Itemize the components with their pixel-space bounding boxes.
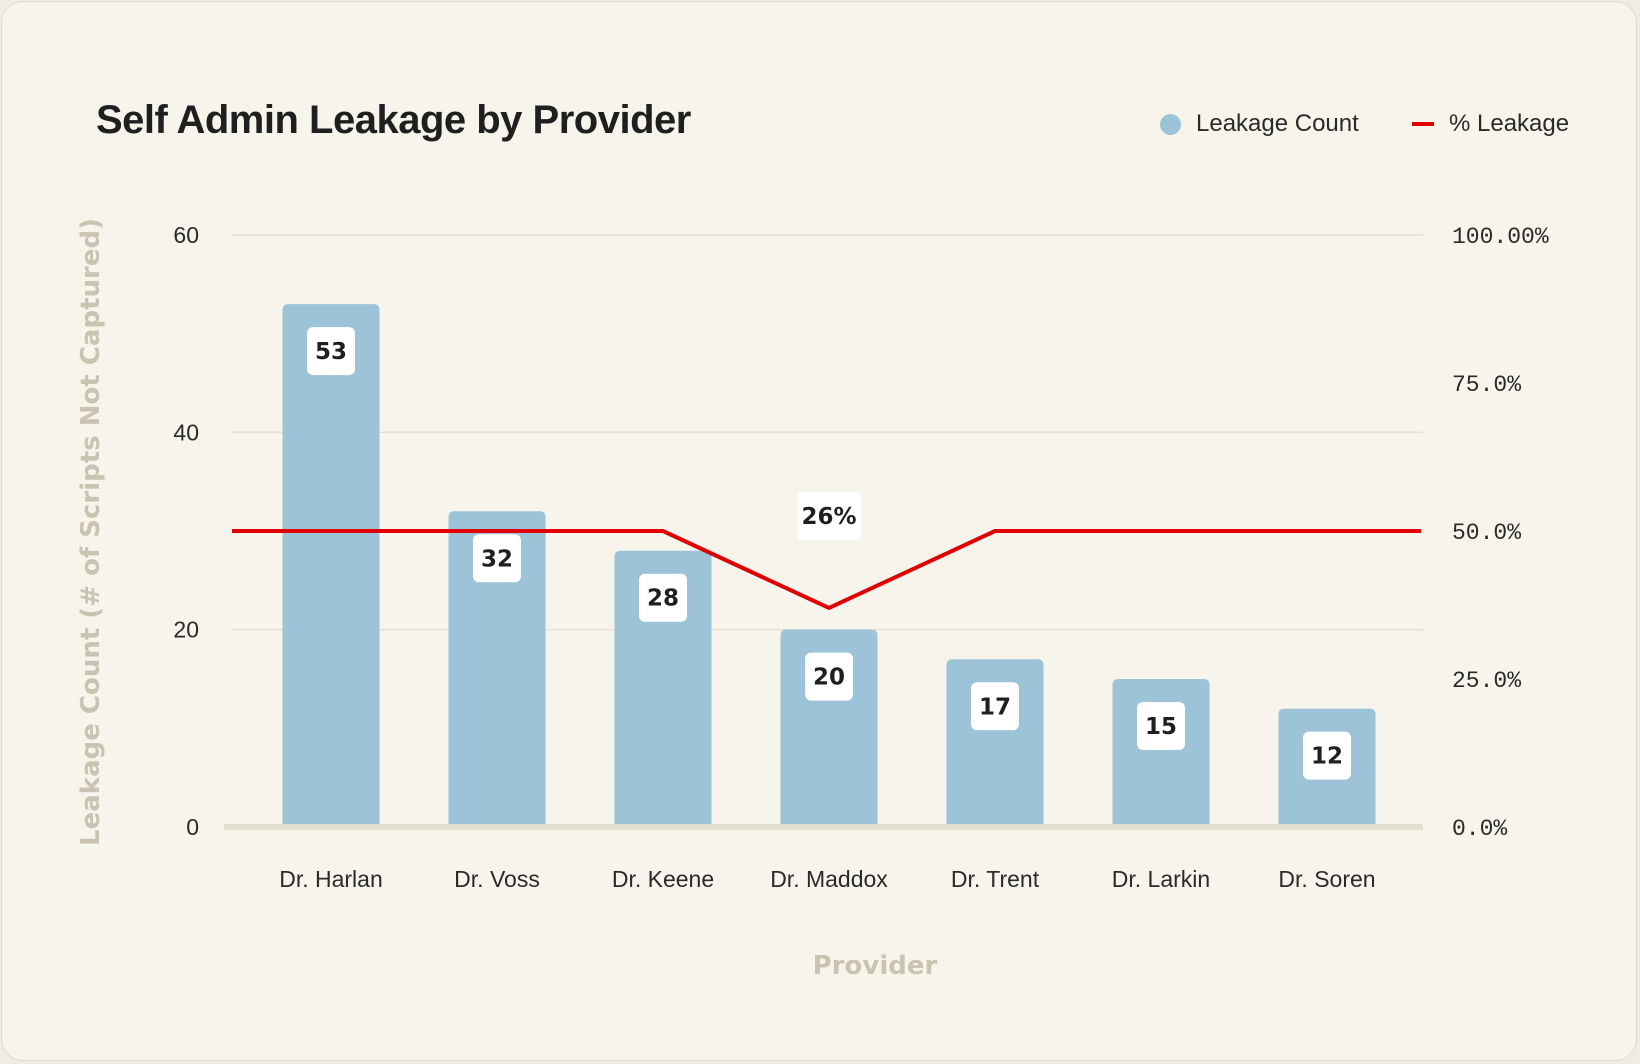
legend-item-leakage-count: Leakage Count	[1160, 110, 1359, 138]
x-tick-label: Dr. Keene	[612, 866, 714, 892]
value-label: 15	[1145, 714, 1177, 740]
bar	[780, 629, 878, 827]
x-tick-label: Dr. Larkin	[1112, 866, 1210, 892]
value-label: 32	[481, 546, 513, 572]
y-axis-title: Leakage Count (# of Scripts Not Captured…	[76, 218, 106, 846]
bar	[448, 511, 546, 827]
y2-tick-label: 25.0%	[1452, 668, 1521, 694]
y-tick-label: 0	[186, 814, 199, 840]
value-label-box	[1137, 702, 1185, 750]
percent-label-box	[797, 491, 861, 540]
x-tick-label: Dr. Trent	[951, 866, 1040, 892]
bar	[946, 659, 1044, 827]
bar	[1112, 679, 1210, 827]
y-tick-label: 40	[173, 419, 199, 445]
value-label: 12	[1311, 744, 1343, 770]
bar	[614, 550, 712, 827]
legend-label: Leakage Count	[1196, 110, 1359, 137]
x-tick-label: Dr. Soren	[1278, 866, 1375, 892]
value-label-box	[473, 534, 521, 583]
y-tick-label: 60	[173, 222, 199, 248]
y2-tick-label: 0.0%	[1452, 816, 1507, 842]
y2-tick-label: 75.0%	[1452, 372, 1521, 398]
value-label-box	[307, 327, 355, 376]
value-label: 17	[979, 694, 1011, 720]
value-label-box	[1303, 731, 1351, 780]
chart-title: Self Admin Leakage by Provider	[96, 98, 691, 142]
x-tick-label: Dr. Voss	[454, 866, 540, 892]
value-label: 28	[647, 586, 679, 612]
legend-circle-icon	[1160, 113, 1181, 135]
legend-item-percent-leakage: % Leakage	[1412, 110, 1569, 138]
percent-leakage-line	[232, 529, 1421, 611]
y2-tick-label: 100.00%	[1452, 224, 1549, 250]
bar	[282, 304, 380, 828]
percent-label: 26%	[801, 504, 856, 530]
value-label: 53	[315, 339, 347, 365]
value-label-box	[971, 682, 1019, 731]
value-label-box	[805, 652, 853, 701]
x-axis-title: Provider	[813, 951, 938, 981]
value-label: 20	[813, 665, 845, 691]
y-tick-label: 20	[173, 617, 199, 643]
legend-line-icon	[1412, 122, 1434, 126]
x-tick-label: Dr. Harlan	[279, 866, 383, 892]
value-label-box	[639, 573, 687, 622]
y2-tick-label: 50.0%	[1452, 520, 1521, 546]
legend-label: % Leakage	[1449, 110, 1570, 137]
x-tick-label: Dr. Maddox	[770, 866, 888, 892]
